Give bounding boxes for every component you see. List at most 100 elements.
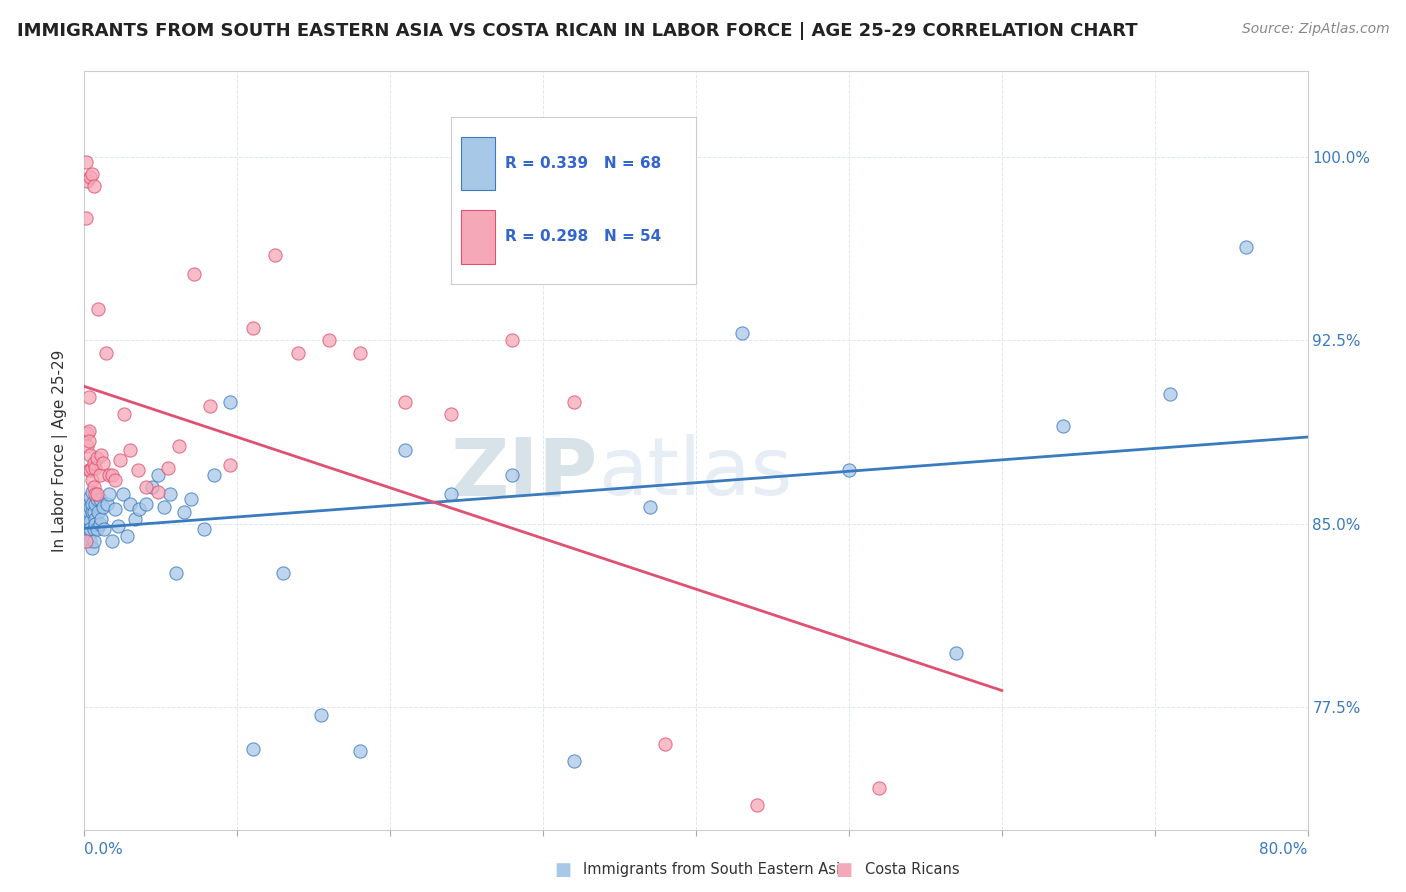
- Point: [80, 505, 103, 519]
- Point: [75, 533, 97, 548]
- Text: 0.0%: 0.0%: [84, 842, 124, 857]
- Point: [90, 512, 112, 526]
- Point: [945, 647, 967, 661]
- Point: [77, 512, 100, 526]
- Point: [80, 460, 103, 475]
- Point: [135, 497, 157, 511]
- Point: [83, 480, 105, 494]
- Point: [120, 443, 142, 458]
- Point: [731, 326, 754, 340]
- Point: [93, 522, 115, 536]
- Text: Immigrants from South Eastern Asia: Immigrants from South Eastern Asia: [583, 863, 849, 877]
- Point: [101, 467, 124, 482]
- Point: [79, 500, 101, 514]
- Text: IMMIGRANTS FROM SOUTH EASTERN ASIA VS COSTA RICAN IN LABOR FORCE | AGE 25-29 COR: IMMIGRANTS FROM SOUTH EASTERN ASIA VS CO…: [17, 22, 1137, 40]
- Point: [83, 522, 105, 536]
- Point: [349, 345, 371, 359]
- Point: [84, 497, 107, 511]
- Point: [104, 502, 127, 516]
- Point: [80, 167, 103, 181]
- Text: ZIP: ZIP: [451, 434, 598, 512]
- Point: [90, 448, 112, 462]
- Point: [83, 179, 105, 194]
- Point: [146, 467, 169, 482]
- Point: [638, 500, 661, 514]
- Point: [80, 497, 103, 511]
- Point: [202, 467, 225, 482]
- Point: [75, 507, 97, 521]
- Point: [349, 744, 371, 758]
- Point: [87, 505, 110, 519]
- Point: [77, 424, 100, 438]
- Point: [165, 566, 187, 580]
- Point: [86, 522, 108, 536]
- Point: [264, 248, 287, 262]
- Point: [562, 754, 585, 768]
- Point: [75, 211, 97, 226]
- Text: Costa Ricans: Costa Ricans: [865, 863, 959, 877]
- Point: [79, 533, 101, 548]
- Point: [157, 460, 180, 475]
- Point: [167, 439, 190, 453]
- Point: [115, 529, 138, 543]
- Point: [86, 487, 108, 501]
- Point: [141, 480, 163, 494]
- Point: [146, 485, 169, 500]
- Text: 80.0%: 80.0%: [1260, 842, 1308, 857]
- Point: [84, 460, 107, 475]
- Point: [96, 497, 118, 511]
- Point: [89, 467, 111, 482]
- Point: [654, 737, 676, 751]
- Point: [440, 407, 463, 421]
- Point: [79, 463, 101, 477]
- Text: ■: ■: [835, 861, 852, 879]
- Point: [394, 443, 416, 458]
- Point: [111, 487, 134, 501]
- Point: [77, 522, 100, 536]
- Point: [84, 512, 107, 526]
- Point: [502, 467, 524, 482]
- Point: [107, 519, 129, 533]
- Point: [91, 456, 114, 470]
- Text: Source: ZipAtlas.com: Source: ZipAtlas.com: [1241, 22, 1389, 37]
- Point: [80, 541, 103, 556]
- Point: [1236, 240, 1258, 254]
- Point: [127, 463, 149, 477]
- Point: [318, 334, 340, 348]
- Point: [159, 487, 181, 501]
- Point: [153, 500, 176, 514]
- Point: [128, 502, 150, 516]
- Point: [108, 453, 131, 467]
- Point: [311, 707, 333, 722]
- Point: [86, 492, 108, 507]
- Point: [218, 458, 240, 472]
- Text: atlas: atlas: [598, 434, 793, 512]
- Point: [76, 519, 98, 533]
- Point: [80, 485, 103, 500]
- Point: [77, 529, 100, 543]
- Point: [193, 522, 215, 536]
- Point: [83, 505, 105, 519]
- Text: ■: ■: [554, 861, 571, 879]
- Point: [838, 463, 860, 477]
- Point: [86, 450, 108, 465]
- Point: [287, 345, 309, 359]
- Point: [242, 742, 264, 756]
- Point: [75, 515, 97, 529]
- Point: [173, 505, 195, 519]
- Point: [218, 394, 240, 409]
- Point: [76, 174, 98, 188]
- Point: [80, 473, 103, 487]
- Point: [76, 502, 98, 516]
- Point: [79, 448, 101, 462]
- Point: [79, 515, 101, 529]
- Point: [112, 407, 135, 421]
- Y-axis label: In Labor Force | Age 25-29: In Labor Force | Age 25-29: [52, 350, 69, 551]
- Point: [1052, 419, 1074, 434]
- Point: [502, 334, 524, 348]
- Point: [869, 780, 891, 795]
- Point: [440, 487, 463, 501]
- Point: [76, 426, 98, 441]
- Point: [94, 345, 117, 359]
- Point: [120, 497, 142, 511]
